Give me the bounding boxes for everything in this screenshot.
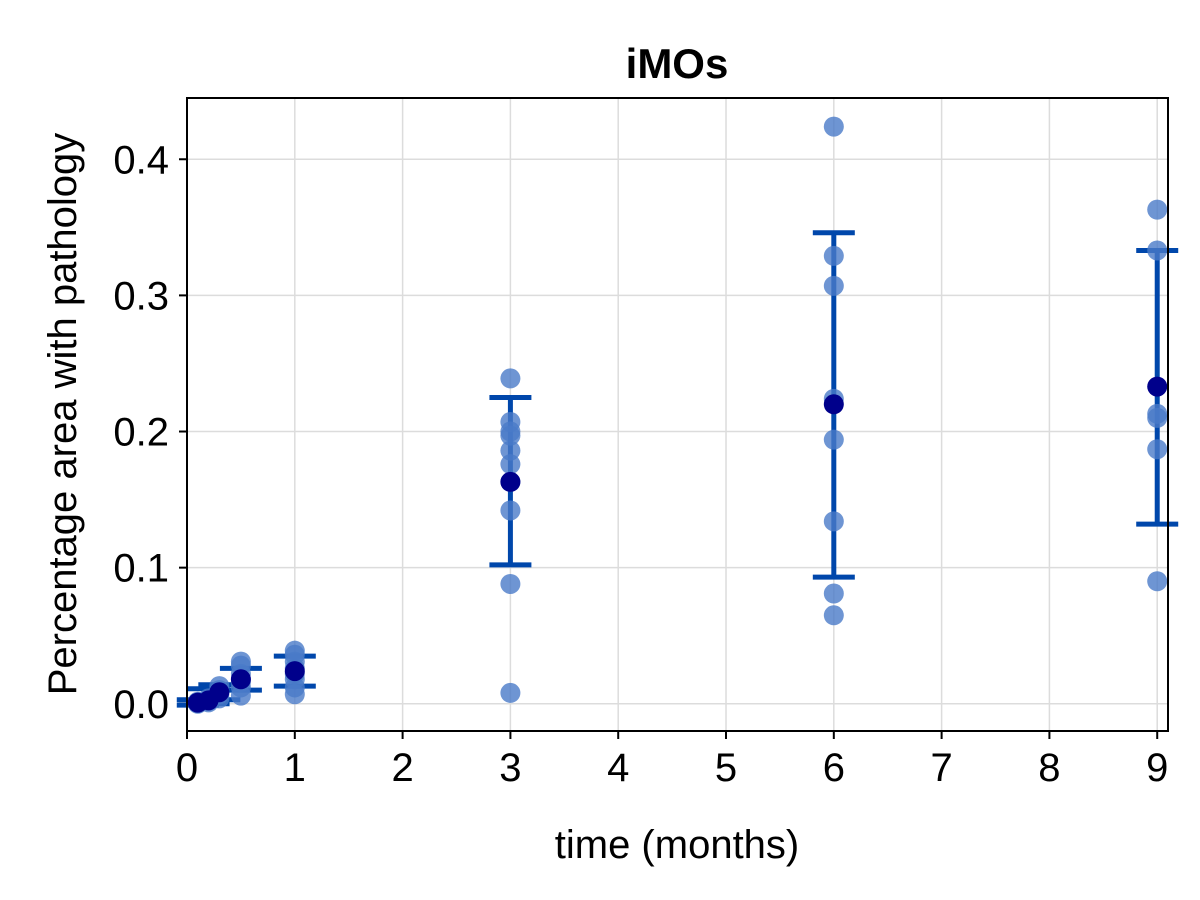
data-point bbox=[500, 440, 521, 461]
data-point bbox=[823, 605, 844, 626]
data-point bbox=[823, 583, 844, 604]
y-tick-label: 0.4 bbox=[113, 138, 169, 182]
data-point bbox=[1147, 571, 1168, 592]
x-tick-label: 8 bbox=[1038, 746, 1060, 790]
x-tick-label: 3 bbox=[499, 746, 521, 790]
grid-layer bbox=[186, 98, 1168, 731]
x-tick-label: 1 bbox=[284, 746, 306, 790]
data-point bbox=[1147, 403, 1168, 424]
y-tick-label: 0.1 bbox=[113, 547, 169, 591]
data-point bbox=[1147, 240, 1168, 261]
points-layer bbox=[187, 116, 1168, 714]
data-point bbox=[500, 573, 521, 594]
y-tick-label: 0.0 bbox=[113, 683, 169, 727]
data-point bbox=[500, 682, 521, 703]
x-tick-label: 5 bbox=[715, 746, 737, 790]
data-point bbox=[500, 411, 521, 432]
data-point bbox=[1147, 439, 1168, 460]
x-axis-label: time (months) bbox=[555, 823, 800, 867]
mean-point bbox=[284, 661, 305, 682]
data-point bbox=[284, 640, 305, 661]
data-point bbox=[823, 511, 844, 532]
mean-point bbox=[230, 669, 251, 690]
x-tick-label: 7 bbox=[930, 746, 952, 790]
x-tick-label: 9 bbox=[1146, 746, 1168, 790]
mean-point bbox=[1147, 376, 1168, 397]
data-point bbox=[823, 245, 844, 266]
mean-layer bbox=[187, 376, 1168, 713]
y-tick-label: 0.3 bbox=[113, 274, 169, 318]
errorbar-layer bbox=[176, 230, 1179, 708]
data-point bbox=[230, 651, 251, 672]
data-point bbox=[823, 116, 844, 137]
y-axis-label: Percentage area with pathology bbox=[41, 133, 85, 696]
mean-point bbox=[823, 394, 844, 415]
x-tick-label: 4 bbox=[607, 746, 629, 790]
data-point bbox=[500, 368, 521, 389]
mean-point bbox=[209, 682, 230, 703]
data-point bbox=[823, 275, 844, 296]
data-point bbox=[500, 500, 521, 521]
x-tick-label: 0 bbox=[176, 746, 198, 790]
data-point bbox=[823, 429, 844, 450]
x-tick-label: 2 bbox=[391, 746, 413, 790]
x-tick-label: 6 bbox=[823, 746, 845, 790]
plot-frame bbox=[186, 97, 1169, 732]
chart-title: iMOs bbox=[626, 40, 729, 87]
mean-point bbox=[500, 471, 521, 492]
y-tick-label: 0.2 bbox=[113, 411, 169, 455]
ticks-layer: 0 1 2 3 4 5 6 7 8 9 0.0 0.1 0.2 0.3 0.4 bbox=[113, 138, 1168, 790]
data-point bbox=[1147, 199, 1168, 220]
